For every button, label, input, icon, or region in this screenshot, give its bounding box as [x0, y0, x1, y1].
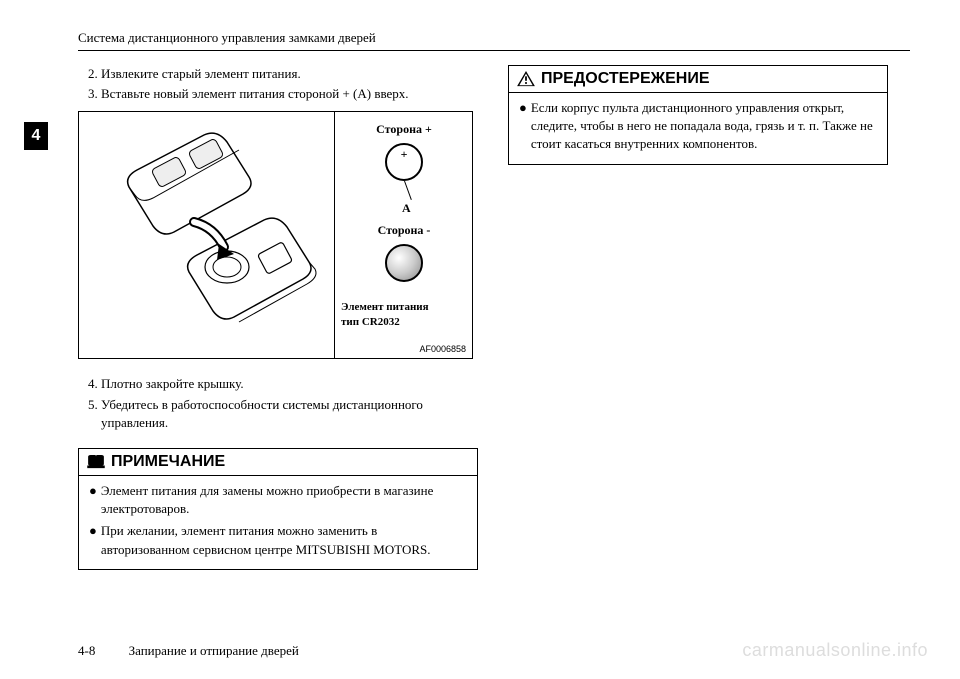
content-columns: 2. Извлеките старый элемент питания. 3. …: [78, 65, 910, 570]
warning-icon: [517, 71, 535, 87]
side-minus-label: Сторона -: [335, 223, 473, 238]
step-3: 3. Вставьте новый элемент питания сторон…: [88, 85, 478, 103]
page-footer: 4-8 Запирание и отпирание дверей: [78, 643, 299, 659]
watermark: carmanualsonline.info: [742, 640, 928, 661]
caution-item-1-text: Если корпус пульта дистанционного управл…: [531, 99, 877, 154]
left-column: 2. Извлеките старый элемент питания. 3. …: [78, 65, 478, 570]
step-2: 2. Извлеките старый элемент питания.: [88, 65, 478, 83]
caution-box: ПРЕДОСТЕРЕЖЕНИЕ ● Если корпус пульта дис…: [508, 65, 888, 165]
side-plus-label: Сторона +: [335, 122, 473, 137]
page-header: Система дистанционного управления замкам…: [50, 30, 910, 51]
footer-section: Запирание и отпирание дверей: [129, 643, 299, 658]
note-item-1: ● Элемент питания для замены можно приоб…: [89, 482, 467, 518]
bullet-icon: ●: [89, 522, 97, 558]
chapter-tab: 4: [24, 122, 48, 150]
battery-type-label: Элемент питания тип CR2032: [341, 300, 473, 329]
note-box: ПРИМЕЧАНИЕ ● Элемент питания для замены …: [78, 448, 478, 570]
header-rule: [78, 50, 910, 51]
post-figure-steps: 4. Плотно закройте крышку. 5. Убедитесь …: [78, 375, 478, 432]
step-5-text: Убедитесь в работоспособности системы ди…: [101, 396, 423, 432]
note-item-1-text: Элемент питания для замены можно приобре…: [101, 482, 467, 518]
leader-line: [404, 181, 412, 200]
figure-box: Сторона + + A Сторона - Элемент питания …: [78, 111, 473, 359]
caution-title: ПРЕДОСТЕРЕЖЕНИЕ: [541, 70, 710, 88]
note-header: ПРИМЕЧАНИЕ: [79, 449, 477, 476]
caution-item-1: ● Если корпус пульта дистанционного упра…: [519, 99, 877, 154]
caution-header: ПРЕДОСТЕРЕЖЕНИЕ: [509, 66, 887, 93]
step-4: 4. Плотно закройте крышку.: [88, 375, 478, 393]
note-item-2-text: При желании, элемент питания можно замен…: [101, 522, 467, 558]
right-column: ПРЕДОСТЕРЕЖЕНИЕ ● Если корпус пульта дис…: [508, 65, 888, 570]
label-a: A: [402, 201, 411, 216]
figure-illustration: [79, 112, 334, 358]
figure-code: AF0006858: [419, 344, 466, 354]
remote-diagram-icon: [99, 132, 319, 342]
chapter-number: 4: [32, 127, 41, 145]
battery-minus-icon: [385, 244, 423, 282]
figure-labels: Сторона + + A Сторона - Элемент питания …: [335, 112, 473, 358]
note-item-2: ● При желании, элемент питания можно зам…: [89, 522, 467, 558]
header-title: Система дистанционного управления замкам…: [78, 30, 910, 46]
note-body: ● Элемент питания для замены можно приоб…: [79, 476, 477, 569]
bullet-icon: ●: [519, 99, 527, 154]
note-title: ПРИМЕЧАНИЕ: [111, 453, 225, 471]
battery-type-line2: тип CR2032: [341, 316, 400, 328]
caution-body: ● Если корпус пульта дистанционного упра…: [509, 93, 887, 164]
plus-sign: +: [401, 147, 408, 162]
battery-plus-icon: +: [385, 143, 423, 181]
page-number: 4-8: [78, 643, 95, 658]
step-5: 5. Убедитесь в работоспособности системы…: [88, 396, 478, 432]
bullet-icon: ●: [89, 482, 97, 518]
book-icon: [87, 455, 105, 469]
battery-type-line1: Элемент питания: [341, 301, 429, 313]
